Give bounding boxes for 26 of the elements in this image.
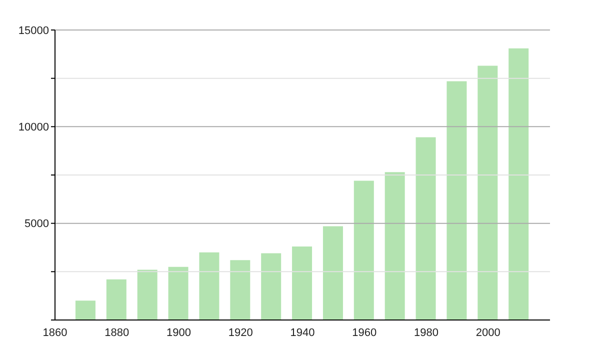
- bar: [106, 279, 126, 320]
- bar: [416, 137, 436, 320]
- y-tick-label: 15000: [18, 24, 49, 37]
- bar: [199, 252, 220, 320]
- bar: [137, 270, 158, 320]
- x-tick-label: 2000: [476, 326, 500, 339]
- x-tick-label: 1860: [42, 326, 68, 339]
- y-tick-label: 5000: [24, 218, 49, 230]
- x-tick-label: 1900: [166, 326, 191, 339]
- bar: [75, 300, 96, 320]
- bar: [354, 180, 374, 320]
- x-tick-label: 1920: [228, 326, 253, 339]
- x-tick-label: 1940: [290, 326, 315, 339]
- bar: [230, 260, 250, 320]
- x-tick-label: 1960: [352, 326, 377, 339]
- bar: [168, 266, 188, 320]
- x-tick-label: 1880: [104, 326, 130, 339]
- bar: [292, 246, 312, 320]
- bar: [478, 66, 498, 320]
- bar: [384, 172, 405, 320]
- bar: [446, 81, 467, 320]
- bar: [322, 226, 343, 320]
- bar: [261, 253, 282, 320]
- x-tick-label: 1980: [414, 326, 438, 339]
- y-tick-label: 10000: [18, 122, 49, 134]
- bar: [508, 48, 529, 320]
